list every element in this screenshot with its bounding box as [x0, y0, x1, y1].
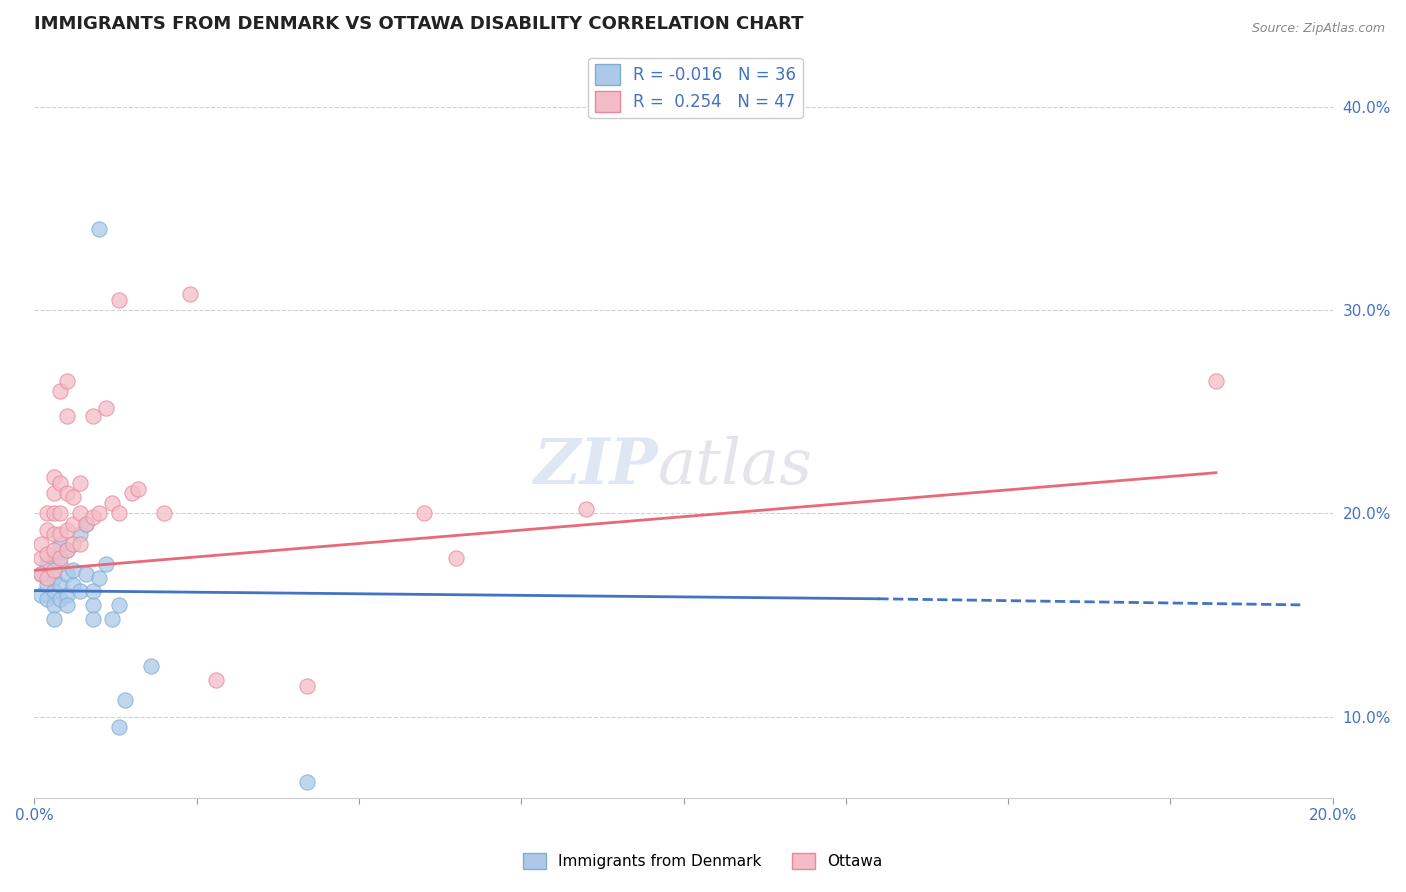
Point [62, 516, 84, 531]
Point [62, 563, 84, 577]
Point [56, 523, 79, 537]
Point [42, 526, 65, 541]
Point [141, 659, 163, 673]
Point [205, 673, 228, 687]
Point [56, 486, 79, 500]
Point [75, 516, 97, 531]
Point [69, 537, 91, 551]
Point [89, 571, 111, 585]
Point [82, 510, 104, 524]
Point [94, 558, 117, 572]
Point [49, 475, 72, 490]
Point [30, 551, 52, 566]
Point [82, 409, 104, 423]
Point [62, 537, 84, 551]
Point [56, 598, 79, 612]
Point [37, 591, 59, 606]
Text: atlas: atlas [658, 436, 813, 498]
Point [30, 537, 52, 551]
Point [82, 598, 104, 612]
Legend: Immigrants from Denmark, Ottawa: Immigrants from Denmark, Ottawa [517, 847, 889, 875]
Point [49, 577, 72, 591]
Point [42, 543, 65, 558]
Point [89, 221, 111, 235]
Point [75, 567, 97, 582]
Point [101, 612, 124, 626]
Point [30, 588, 52, 602]
Point [42, 571, 65, 585]
Point [94, 401, 117, 415]
Point [56, 543, 79, 558]
Point [412, 507, 434, 521]
Point [49, 507, 72, 521]
Text: ZIP: ZIP [533, 436, 658, 498]
Point [42, 598, 65, 612]
Point [49, 551, 72, 566]
Point [56, 374, 79, 388]
Point [69, 475, 91, 490]
Point [107, 293, 129, 307]
Point [179, 286, 201, 301]
Point [107, 598, 129, 612]
Point [42, 507, 65, 521]
Point [82, 583, 104, 598]
Point [295, 679, 318, 693]
Point [575, 502, 598, 516]
Point [114, 693, 136, 707]
Point [101, 496, 124, 510]
Point [49, 558, 72, 572]
Point [37, 571, 59, 585]
Point [42, 551, 65, 566]
Point [1205, 374, 1227, 388]
Point [37, 547, 59, 561]
Point [153, 507, 176, 521]
Point [62, 490, 84, 504]
Text: IMMIGRANTS FROM DENMARK VS OTTAWA DISABILITY CORRELATION CHART: IMMIGRANTS FROM DENMARK VS OTTAWA DISABI… [34, 15, 804, 33]
Point [295, 774, 318, 789]
Point [49, 526, 72, 541]
Point [42, 563, 65, 577]
Point [30, 567, 52, 582]
Legend: R = -0.016   N = 36, R =  0.254   N = 47: R = -0.016 N = 36, R = 0.254 N = 47 [588, 58, 803, 119]
Point [37, 523, 59, 537]
Point [89, 507, 111, 521]
Point [42, 469, 65, 483]
Point [121, 486, 143, 500]
Point [56, 409, 79, 423]
Point [69, 526, 91, 541]
Point [42, 612, 65, 626]
Point [49, 537, 72, 551]
Point [107, 720, 129, 734]
Point [42, 583, 65, 598]
Point [69, 583, 91, 598]
Point [37, 507, 59, 521]
Point [82, 612, 104, 626]
Point [37, 577, 59, 591]
Point [107, 507, 129, 521]
Point [127, 482, 149, 496]
Point [56, 588, 79, 602]
Point [30, 567, 52, 582]
Point [62, 577, 84, 591]
Point [75, 516, 97, 531]
Point [49, 384, 72, 399]
Point [49, 591, 72, 606]
Point [56, 543, 79, 558]
Point [37, 558, 59, 572]
Point [56, 567, 79, 582]
Point [446, 551, 468, 566]
Point [42, 486, 65, 500]
Text: Source: ZipAtlas.com: Source: ZipAtlas.com [1251, 22, 1385, 36]
Point [69, 507, 91, 521]
